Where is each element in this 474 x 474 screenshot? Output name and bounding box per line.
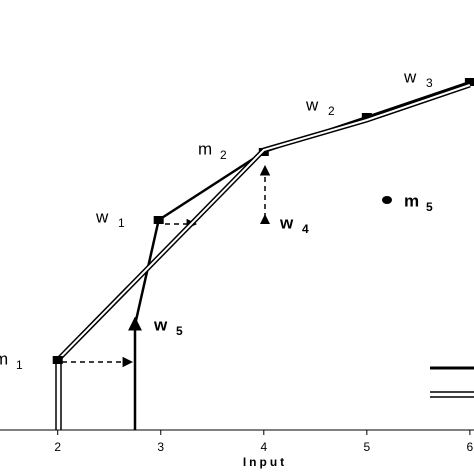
- label-sub: 1: [118, 216, 125, 230]
- label: w: [279, 213, 294, 232]
- x-axis-label: Input: [243, 455, 287, 469]
- label: w: [403, 67, 417, 86]
- double-line-inner: [56, 84, 471, 361]
- arrow-head: [260, 214, 270, 224]
- label-sub: 4: [302, 222, 309, 236]
- marker: [153, 216, 164, 224]
- label-sub: 1: [16, 358, 23, 372]
- label: w: [95, 207, 109, 226]
- line: [133, 80, 471, 326]
- marker: [361, 113, 372, 121]
- point: [382, 196, 392, 204]
- label: m: [404, 191, 419, 210]
- label: m: [198, 139, 212, 158]
- x-tick-label: 3: [157, 440, 164, 454]
- label: w: [153, 315, 168, 334]
- x-tick-label: 5: [363, 440, 370, 454]
- marker: [464, 78, 474, 86]
- label-sub: 2: [328, 104, 335, 118]
- marker: [52, 356, 63, 364]
- label: m: [0, 349, 8, 368]
- label: w: [305, 95, 319, 114]
- label-sub: 5: [426, 200, 433, 214]
- label-sub: 2: [220, 148, 227, 162]
- label-sub: 5: [176, 324, 183, 338]
- x-tick-label: 2: [54, 440, 61, 454]
- x-tick-label: 6: [467, 440, 474, 454]
- label-sub: 3: [426, 76, 433, 90]
- x-tick-label: 4: [260, 440, 267, 454]
